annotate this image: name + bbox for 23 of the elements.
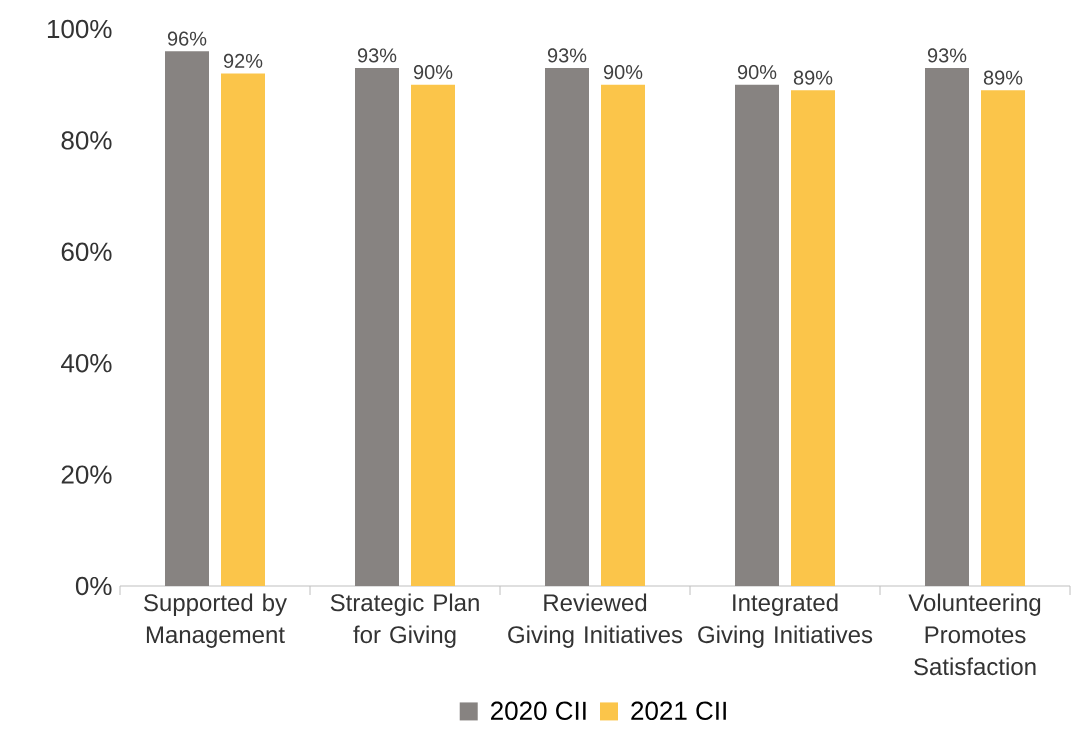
data-label: 89% (793, 70, 833, 85)
data-label: 90% (737, 65, 777, 80)
x-tick-label: Integrated Giving Initiatives (698, 593, 873, 648)
legend-label: 2020 CII (491, 701, 586, 720)
data-label: 96% (167, 31, 207, 46)
data-label: 89% (983, 70, 1023, 85)
x-tick-label: Supported by Management (144, 593, 287, 648)
y-tick-label: 40% (61, 353, 112, 373)
x-tick-label: Reviewed Giving Initiatives (508, 593, 683, 648)
y-tick-label: 0% (75, 576, 112, 596)
y-tick-label: 20% (61, 465, 112, 484)
data-label: 93% (357, 48, 397, 63)
data-label: 93% (927, 48, 967, 63)
data-label: 90% (603, 65, 643, 80)
data-label: 90% (413, 65, 453, 80)
data-label: 93% (547, 48, 587, 63)
data-label: 92% (223, 53, 263, 69)
legend-label: 2021 CII (631, 701, 726, 720)
y-tick-label: 80% (61, 131, 112, 150)
x-tick-label: Volunteering Promotes Satisfaction (908, 593, 1041, 676)
y-tick-label: 100% (47, 19, 112, 39)
x-tick-label: Strategic Plan for Giving (330, 593, 479, 648)
y-tick-label: 60% (61, 242, 112, 261)
